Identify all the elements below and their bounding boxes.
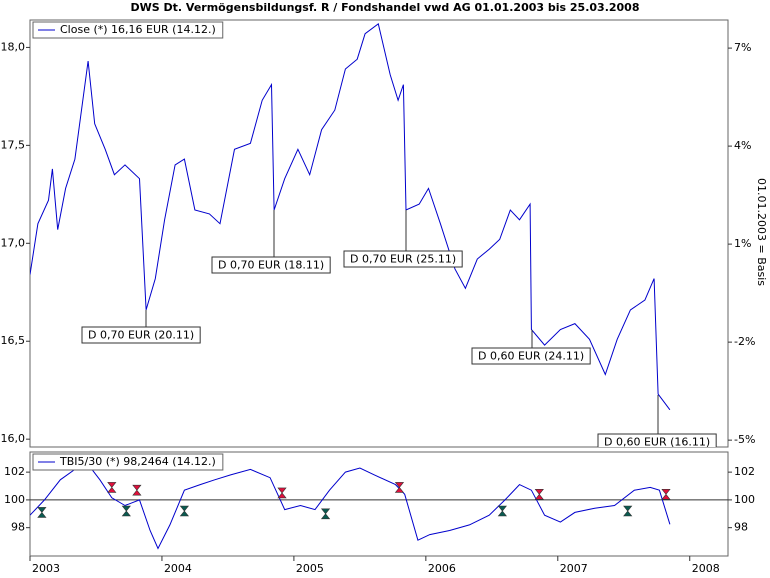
y-tick-label: 18,0	[1, 40, 26, 53]
annotation-box	[81, 326, 201, 344]
annotation-box	[211, 256, 331, 274]
y2-tick-label: -2%	[734, 335, 755, 348]
legend-label: Close (*) 16,16 EUR (14.12.)	[60, 23, 216, 36]
legend-box	[32, 453, 224, 471]
plot-frame	[29, 19, 729, 448]
y2-axis-label: 01.01.2003 = Basis	[755, 178, 768, 286]
signal-marker	[121, 505, 131, 517]
signal-marker	[132, 484, 142, 496]
annotation: D 0,60 EUR (24.11)	[478, 350, 584, 363]
signal-marker	[179, 505, 190, 517]
y-tick-label-right: 100	[734, 493, 755, 506]
signal-marker	[277, 487, 287, 499]
plot-area	[30, 460, 728, 550]
legend-box	[32, 21, 224, 39]
y2-tick-label: -5%	[734, 433, 755, 446]
y-tick-label: 16,5	[1, 334, 26, 347]
annotation-box	[343, 250, 463, 268]
legend-label: TBI5/30 (*) 98,2464 (14.12.)	[59, 455, 216, 468]
signal-marker	[320, 508, 331, 520]
y-tick-label: 16,0	[1, 432, 26, 445]
annotation: D 0,60 EUR (16.11)	[604, 436, 710, 449]
chart-title: DWS Dt. Vermögensbildungsf. R / Fondshan…	[131, 1, 640, 14]
x-tick-label: 2003	[32, 562, 60, 575]
line-series	[30, 460, 671, 550]
x-tick-label: 2004	[164, 562, 192, 575]
annotation: D 0,70 EUR (20.11)	[88, 329, 194, 342]
y-tick-label: 98	[11, 521, 25, 534]
y-tick-label: 100	[4, 493, 25, 506]
annotation: D 0,70 EUR (18.11)	[218, 259, 324, 272]
signal-marker	[497, 505, 507, 517]
y-tick-label: 17,5	[1, 138, 26, 151]
x-tick-label: 2006	[428, 562, 456, 575]
line-series	[30, 23, 671, 411]
plot-area: D 0,70 EUR (20.11) D 0,70 EUR (18.11) D 0,…	[30, 23, 717, 449]
signal-marker	[534, 489, 544, 500]
y2-tick-label: 4%	[734, 139, 751, 152]
signal-marker	[394, 482, 405, 493]
annotation: D 0,70 EUR (25.11)	[350, 253, 456, 266]
signal-marker	[623, 505, 633, 517]
y2-tick-label: 1%	[734, 237, 751, 250]
y2-tick-label: 7%	[734, 41, 751, 54]
signal-marker	[107, 482, 117, 493]
y-tick-label: 17,0	[1, 236, 26, 249]
y-tick-label: 102	[4, 465, 25, 478]
signal-marker	[661, 489, 671, 500]
y-tick-label-right: 98	[734, 521, 748, 534]
x-tick-label: 2008	[692, 562, 720, 575]
signal-marker	[37, 507, 47, 518]
annotation-box	[597, 433, 717, 447]
annotation-box	[471, 347, 591, 365]
legend: TBI5/30 (*) 98,2464 (14.12.)	[32, 453, 224, 471]
y-tick-label-right: 102	[734, 465, 755, 478]
legend: Close (*) 16,16 EUR (14.12.)	[32, 21, 224, 39]
x-tick-label: 2005	[296, 562, 324, 575]
x-tick-label: 2007	[560, 562, 588, 575]
